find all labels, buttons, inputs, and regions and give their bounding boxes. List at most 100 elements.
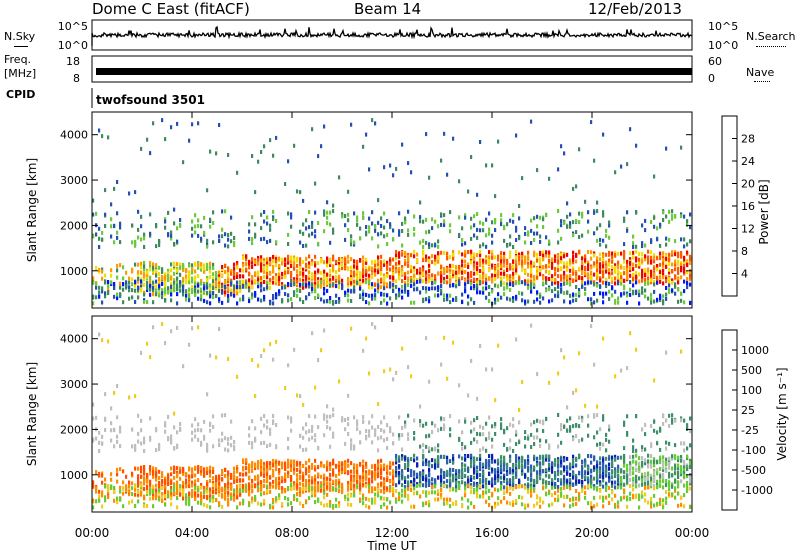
power-cell: [206, 264, 209, 269]
velocity-cell: [299, 481, 302, 486]
power-cell: [314, 234, 317, 239]
velocity-cell: [350, 442, 353, 447]
power-cell: [254, 222, 257, 227]
power-cell: [221, 209, 224, 214]
velocity-cell: [239, 472, 242, 477]
power-cell: [362, 261, 365, 265]
power-cell: [134, 288, 137, 293]
velocity-cell: [359, 488, 362, 492]
power-cell: [401, 279, 404, 284]
power-cell: [125, 280, 128, 285]
power-cell: [308, 264, 311, 269]
power-cell: [404, 261, 407, 266]
power-cell: [146, 286, 149, 291]
velocity-cell: [299, 444, 302, 449]
power-cell: [227, 293, 230, 298]
velocity-cell: [299, 394, 302, 399]
velocity-cell: [272, 484, 275, 489]
power-cell: [176, 301, 179, 306]
velocity-cell: [425, 474, 428, 479]
power-cell: [461, 259, 464, 264]
power-cell: [425, 279, 428, 284]
power-cell: [233, 293, 236, 298]
power-cell: [677, 287, 680, 292]
velocity-cell: [230, 443, 233, 448]
power-cell: [590, 256, 593, 261]
power-cell: [593, 158, 596, 163]
power-cell: [635, 210, 638, 214]
velocity-cell: [398, 415, 401, 420]
velocity-cell: [116, 467, 119, 472]
power-cell: [278, 272, 281, 277]
power-cell: [668, 276, 671, 281]
velocity-cell: [308, 488, 311, 493]
velocity-cell: [314, 465, 317, 470]
velocity-cell: [449, 483, 452, 488]
power-cell: [182, 267, 185, 272]
velocity-cell: [275, 496, 278, 501]
power-cell: [221, 300, 224, 305]
power-cell: [482, 221, 485, 226]
velocity-cell: [413, 458, 416, 463]
freq-ytick-right-bottom: 0: [708, 72, 715, 85]
power-cell: [425, 270, 428, 275]
velocity-cell: [293, 494, 296, 499]
velocity-cell: [329, 464, 332, 469]
power-cell: [395, 293, 398, 298]
velocity-cell: [254, 426, 257, 431]
power-cell: [137, 276, 140, 281]
power-cell: [194, 287, 197, 292]
velocity-cell: [458, 383, 461, 388]
velocity-cell: [116, 439, 119, 444]
power-cell: [383, 286, 386, 291]
velocity-cell: [368, 497, 371, 502]
power-cell: [179, 218, 182, 222]
power-cell: [299, 282, 302, 287]
power-cell: [479, 263, 482, 268]
power-cell: [644, 228, 647, 233]
velocity-cell: [356, 463, 359, 468]
velocity-cell: [440, 362, 443, 367]
power-cell: [632, 250, 635, 255]
power-cell: [647, 267, 650, 272]
velocity-cell: [152, 496, 155, 501]
power-cell: [614, 170, 617, 175]
velocity-cell: [242, 478, 245, 483]
velocity-cell: [185, 493, 188, 498]
velocity-cell: [302, 448, 305, 452]
power-cell: [197, 283, 200, 288]
velocity-cell: [245, 488, 248, 493]
power-cell: [533, 282, 536, 287]
power-cell: [236, 301, 239, 306]
velocity-cell: [248, 482, 251, 487]
power-cell: [278, 264, 281, 268]
power-cell: [503, 281, 506, 286]
power-cell: [410, 265, 413, 270]
velocity-cell: [353, 474, 356, 479]
power-cell: [545, 264, 548, 269]
power-cell: [350, 299, 353, 303]
power-cell: [248, 285, 251, 290]
power-cell: [197, 233, 200, 238]
power-cell: [536, 266, 539, 271]
velocity-cell: [200, 471, 203, 476]
power-cell: [644, 294, 647, 299]
power-cell: [473, 300, 476, 305]
velocity-cell: [341, 470, 344, 475]
velocity-cell: [239, 489, 242, 493]
velocity-cell: [368, 371, 371, 376]
power-cell: [494, 220, 497, 225]
power-cell: [560, 266, 563, 271]
power-cell: [203, 263, 206, 268]
velocity-cell: [341, 418, 344, 423]
velocity-cell: [296, 497, 299, 502]
power-cell: [140, 270, 143, 275]
power-cell: [206, 280, 209, 285]
power-cell: [290, 259, 293, 264]
power-cell: [572, 233, 575, 238]
velocity-cell: [266, 419, 269, 424]
power-cell: [500, 295, 503, 300]
power-cell: [254, 260, 257, 264]
power-cell: [410, 170, 413, 175]
power-cell: [395, 284, 398, 289]
